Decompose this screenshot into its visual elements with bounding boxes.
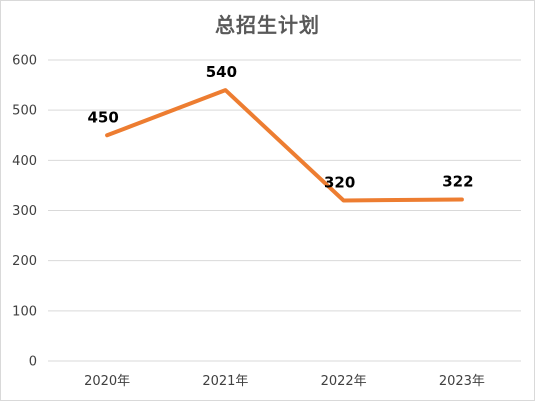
data-label: 322 <box>442 172 473 190</box>
x-tick-label: 2023年 <box>439 374 485 389</box>
y-tick-label: 500 <box>12 104 37 119</box>
data-label: 320 <box>324 173 355 191</box>
y-tick-label: 0 <box>29 355 37 370</box>
chart-title: 总招生计划 <box>215 13 320 37</box>
y-tick-label: 400 <box>12 154 37 169</box>
data-label: 450 <box>87 108 118 126</box>
y-axis-tick-labels: 0 100 200 300 400 500 600 <box>12 54 37 370</box>
x-axis-tick-labels: 2020年 2021年 2022年 2023年 <box>84 374 485 389</box>
x-tick-label: 2020年 <box>84 374 130 389</box>
data-label: 540 <box>206 63 237 81</box>
y-tick-label: 600 <box>12 54 37 69</box>
x-tick-label: 2021年 <box>202 374 248 389</box>
data-labels: 450 540 320 322 <box>87 63 473 191</box>
y-tick-label: 200 <box>12 254 37 269</box>
series-layer <box>105 88 464 203</box>
y-tick-label: 100 <box>12 304 37 319</box>
series-line <box>105 88 464 203</box>
x-tick-label: 2022年 <box>321 374 367 389</box>
y-tick-label: 300 <box>12 204 37 219</box>
gridlines <box>48 59 521 362</box>
